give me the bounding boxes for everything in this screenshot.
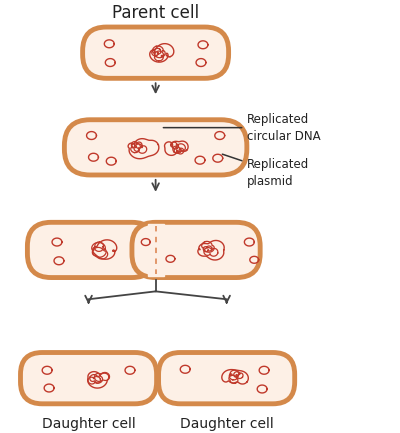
FancyBboxPatch shape: [158, 352, 295, 404]
Text: Replicated
plasmid: Replicated plasmid: [222, 154, 310, 188]
Text: Replicated
circular DNA: Replicated circular DNA: [163, 113, 321, 142]
Text: Daughter cell: Daughter cell: [42, 417, 136, 430]
Polygon shape: [148, 224, 164, 275]
FancyBboxPatch shape: [27, 222, 156, 278]
Text: Parent cell: Parent cell: [112, 4, 199, 22]
FancyBboxPatch shape: [20, 352, 157, 404]
Text: Daughter cell: Daughter cell: [180, 417, 274, 430]
FancyBboxPatch shape: [132, 222, 260, 278]
FancyBboxPatch shape: [83, 27, 229, 78]
FancyBboxPatch shape: [64, 120, 247, 175]
